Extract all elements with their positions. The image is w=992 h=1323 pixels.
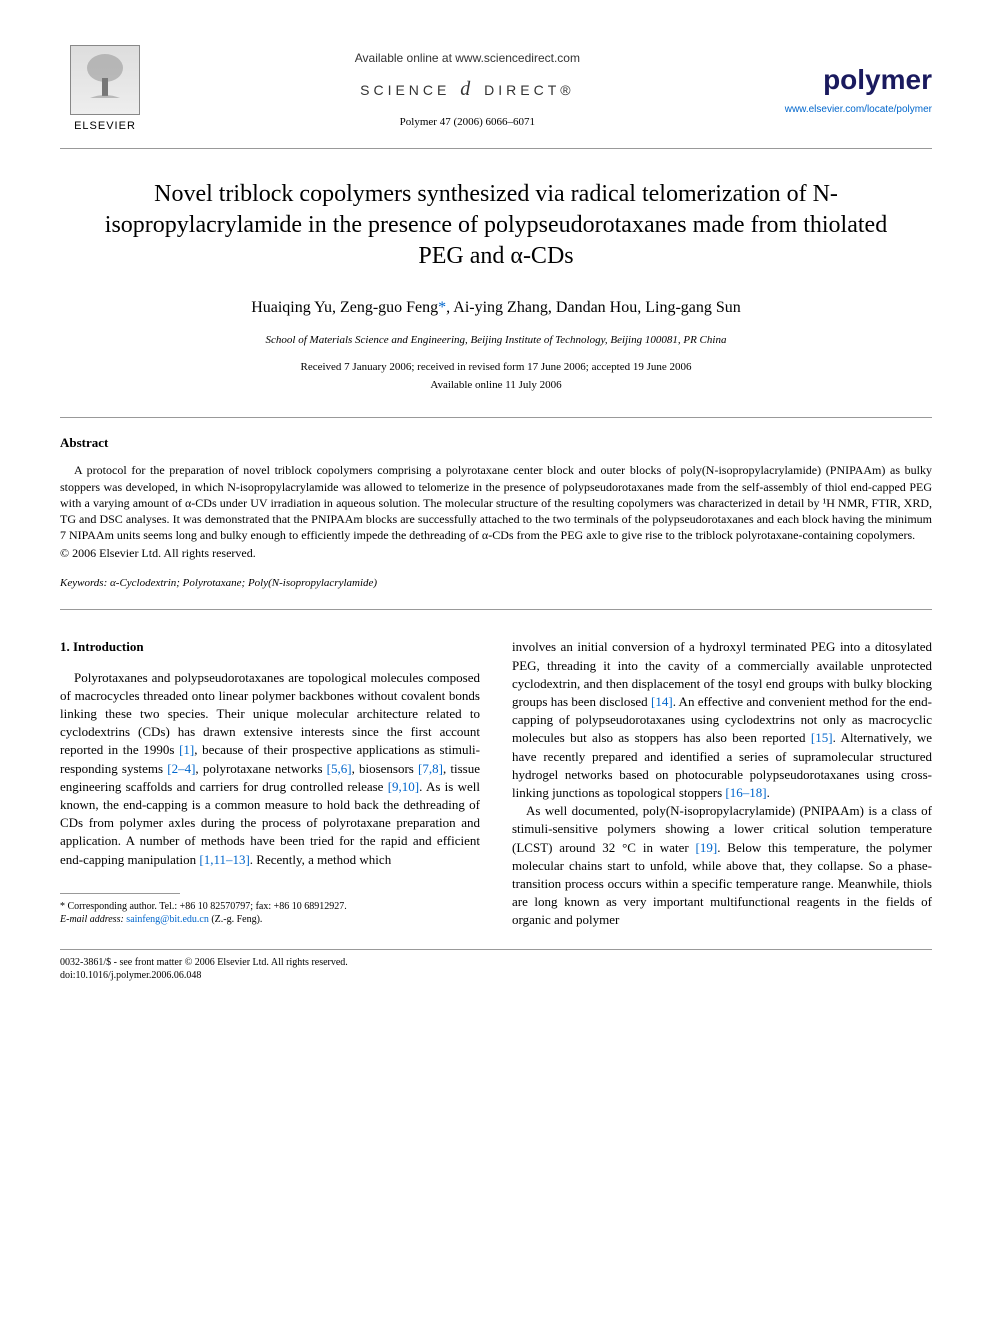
p1-seg-c: , polyrotaxane networks (195, 761, 326, 776)
ref-link-2[interactable]: [2–4] (167, 761, 195, 776)
authors-line: Huaiqing Yu, Zeng-guo Feng*, Ai-ying Zha… (60, 297, 932, 319)
available-online-text: Available online at www.sciencedirect.co… (150, 50, 785, 67)
footer-divider (60, 949, 932, 950)
ref-link-4[interactable]: [7,8] (418, 761, 443, 776)
column-left: 1. Introduction Polyrotaxanes and polyps… (60, 638, 480, 929)
title-text: Novel triblock copolymers synthesized vi… (105, 181, 887, 269)
elsevier-logo: ELSEVIER (60, 40, 150, 140)
author-5: Ling-gang Sun (645, 299, 741, 316)
elsevier-label: ELSEVIER (74, 119, 136, 134)
header-row: ELSEVIER Available online at www.science… (60, 40, 932, 140)
author-4: Dandan Hou (556, 299, 637, 316)
intro-para-1-cont: involves an initial conversion of a hydr… (512, 638, 932, 802)
center-header: Available online at www.sciencedirect.co… (150, 40, 785, 130)
footnote-email-link[interactable]: sainfeng@bit.edu.cn (124, 914, 209, 925)
section-1-heading: 1. Introduction (60, 638, 480, 656)
sd-text-2: DIRECT® (484, 82, 574, 98)
ref-link-8[interactable]: [15] (811, 730, 833, 745)
polymer-logo-block: polymer www.elsevier.com/locate/polymer (785, 40, 932, 117)
abstract-copyright: © 2006 Elsevier Ltd. All rights reserved… (60, 545, 932, 562)
footnote-rest: (Z.-g. Feng). (209, 914, 263, 925)
abstract-text: A protocol for the preparation of novel … (60, 462, 932, 543)
p1-seg-g: . Recently, a method which (250, 852, 391, 867)
footnote-line-1: * Corresponding author. Tel.: +86 10 825… (60, 900, 480, 913)
date-line-2: Available online 11 July 2006 (60, 378, 932, 393)
two-column-body: 1. Introduction Polyrotaxanes and polyps… (60, 638, 932, 929)
footer-line-1: 0032-3861/$ - see front matter © 2006 El… (60, 956, 932, 969)
ref-link-1[interactable]: [1] (179, 742, 194, 757)
footnote-divider (60, 893, 180, 894)
footer-line-2: doi:10.1016/j.polymer.2006.06.048 (60, 969, 932, 982)
ref-link-5[interactable]: [9,10] (388, 779, 419, 794)
abstract-divider-top (60, 417, 932, 418)
journal-reference: Polymer 47 (2006) 6066–6071 (150, 115, 785, 130)
journal-url-link[interactable]: www.elsevier.com/locate/polymer (785, 103, 932, 117)
affiliation: School of Materials Science and Engineer… (60, 333, 932, 348)
article-title: Novel triblock copolymers synthesized vi… (100, 179, 892, 273)
footnote-email-label: E-mail address: (60, 914, 124, 925)
section-divider (60, 609, 932, 610)
corresponding-mark: * (438, 299, 446, 316)
ref-link-7[interactable]: [14] (651, 694, 673, 709)
keywords-label: Keywords: (60, 577, 107, 589)
sd-swirl-icon: d (460, 75, 474, 103)
footnote-line-2: E-mail address: sainfeng@bit.edu.cn (Z.-… (60, 913, 480, 926)
ref-link-6[interactable]: [1,11–13] (199, 852, 249, 867)
p1-seg-d: , biosensors (352, 761, 418, 776)
p1c-seg-d: . (767, 785, 770, 800)
footer-block: 0032-3861/$ - see front matter © 2006 El… (60, 956, 932, 982)
ref-link-9[interactable]: [16–18] (725, 785, 766, 800)
keywords-line: Keywords: α-Cyclodextrin; Polyrotaxane; … (60, 576, 932, 591)
elsevier-tree-icon (70, 45, 140, 115)
column-right: involves an initial conversion of a hydr… (512, 638, 932, 929)
intro-para-1: Polyrotaxanes and polypseudorotaxanes ar… (60, 669, 480, 869)
science-direct-logo: SCIENCE d DIRECT® (150, 75, 785, 103)
keywords-text: α-Cyclodextrin; Polyrotaxane; Poly(N-iso… (107, 577, 377, 589)
ref-link-10[interactable]: [19] (696, 840, 718, 855)
ref-link-3[interactable]: [5,6] (327, 761, 352, 776)
polymer-journal-label: polymer (785, 60, 932, 99)
date-line-1: Received 7 January 2006; received in rev… (60, 360, 932, 375)
author-3: Ai-ying Zhang (453, 299, 548, 316)
author-1: Huaiqing Yu (251, 299, 332, 316)
author-2: Zeng-guo Feng (340, 299, 438, 316)
header-divider (60, 148, 932, 149)
footnote-block: * Corresponding author. Tel.: +86 10 825… (60, 900, 480, 926)
intro-para-2: As well documented, poly(N-isopropylacry… (512, 802, 932, 929)
sd-text-1: SCIENCE (360, 82, 450, 98)
abstract-heading: Abstract (60, 434, 932, 452)
